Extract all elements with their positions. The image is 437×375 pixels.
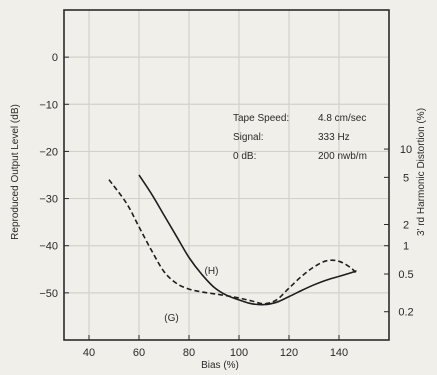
grid bbox=[64, 10, 389, 340]
y-tick-label: −40 bbox=[39, 241, 58, 253]
y2-tick-label: 10 bbox=[400, 144, 412, 156]
y2-tick-label: 2 bbox=[403, 220, 409, 232]
y-tick-label: −20 bbox=[39, 146, 58, 158]
x-tick-label: 140 bbox=[330, 347, 348, 359]
info-value: 4.8 cm/sec bbox=[318, 113, 366, 124]
x-tick-label: 100 bbox=[230, 347, 248, 359]
y-axis-label: Reproduced Output Level (dB) bbox=[10, 104, 21, 240]
series-h-line bbox=[138, 174, 357, 306]
y2-axis-label: 3' rd Harmonic Distortion (%) bbox=[416, 108, 427, 236]
annotations: (H) (G) bbox=[164, 266, 218, 324]
info-box: Tape Speed: 4.8 cm/sec Signal: 333 Hz 0 dB: 2… bbox=[233, 113, 367, 162]
curve-label: (H) bbox=[205, 266, 219, 277]
info-label: 0 dB: bbox=[233, 151, 256, 162]
x-tick-label: 80 bbox=[183, 347, 195, 359]
y-tick-label: −10 bbox=[39, 99, 58, 111]
y-tick-label: 0 bbox=[52, 52, 58, 64]
y2-tick-label: 5 bbox=[403, 172, 409, 184]
info-label: Tape Speed: bbox=[233, 113, 289, 124]
x-tick-label: 60 bbox=[133, 347, 145, 359]
y2-tick-label: 0.5 bbox=[398, 269, 413, 281]
curve-label: (G) bbox=[164, 313, 178, 324]
y2-tick-label: 1 bbox=[403, 241, 409, 253]
x-axis-label: Bias (%) bbox=[201, 360, 239, 371]
y-tick-label: −30 bbox=[39, 194, 58, 206]
info-label: Signal: bbox=[233, 132, 264, 143]
x-tick-label: 40 bbox=[83, 347, 95, 359]
y2-tick-label: 0.2 bbox=[398, 307, 413, 319]
axis-ticks: 40 60 80 100 120 140 0 −10 −20 −30 −40 −50 10 5 2 1 0.5 0… bbox=[39, 52, 413, 359]
series-group bbox=[108, 174, 358, 306]
y-tick-label: −50 bbox=[39, 288, 58, 300]
series-g-line bbox=[108, 179, 358, 305]
info-value: 200 nwb/m bbox=[318, 151, 367, 162]
x-tick-label: 120 bbox=[280, 347, 298, 359]
plot-frame bbox=[63, 9, 390, 341]
info-value: 333 Hz bbox=[318, 132, 350, 143]
